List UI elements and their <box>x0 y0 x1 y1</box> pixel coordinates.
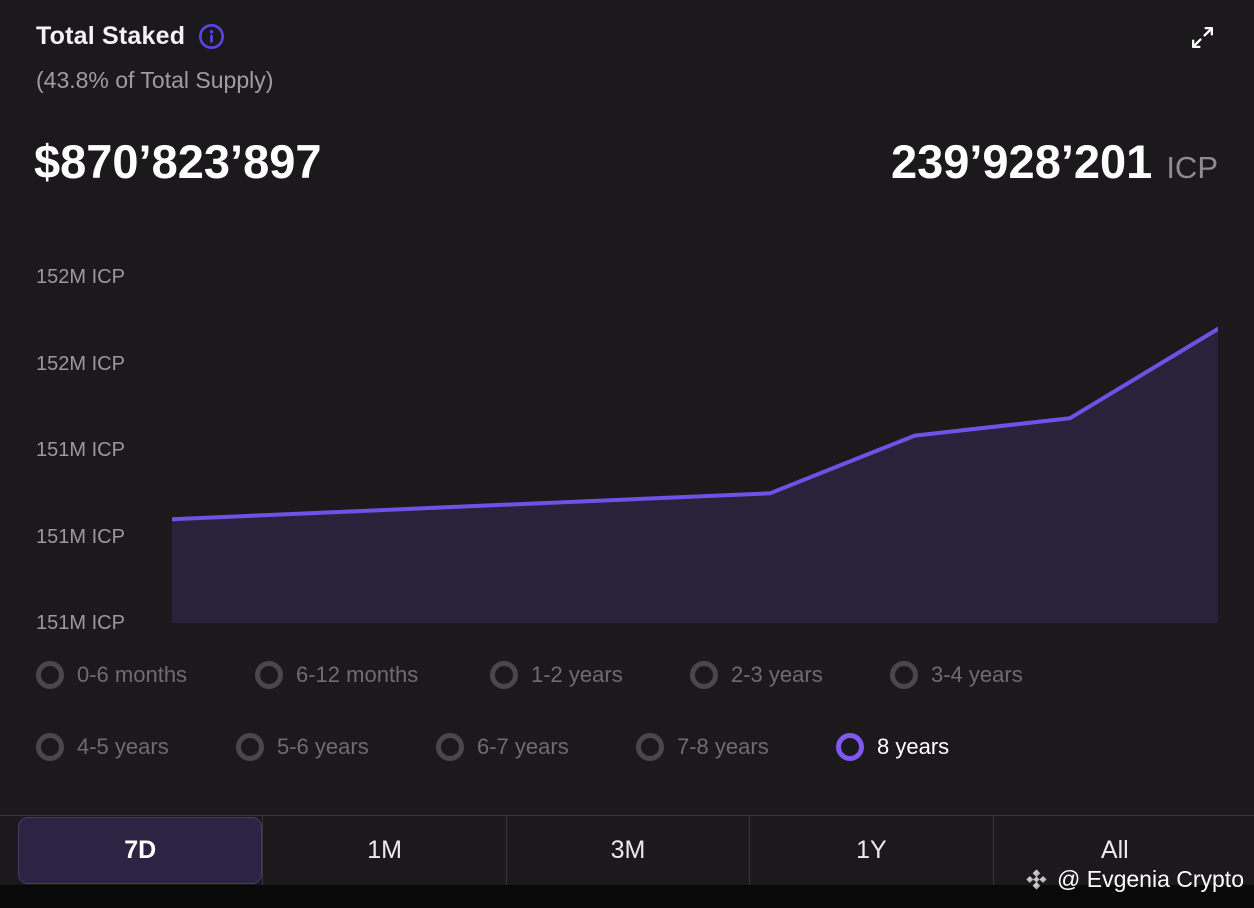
filter-option-label: 6-12 months <box>296 662 419 687</box>
tab-label: 3M <box>610 836 646 864</box>
filter-option-6-12-months[interactable]: 6-12 months <box>255 661 490 689</box>
filter-option-6-7-years[interactable]: 6-7 years <box>436 733 636 761</box>
filter-option-7-8-years[interactable]: 7-8 years <box>636 733 836 761</box>
watermark: @ Evgenia Crypto <box>1025 866 1244 893</box>
filter-option-label: 6-7 years <box>477 734 569 759</box>
icp-unit-label: ICP <box>1166 150 1218 185</box>
chart-line <box>172 326 1218 522</box>
total-staked-icp: 239’928’201 ICP <box>891 134 1218 189</box>
radio-unselected-icon <box>690 661 718 689</box>
radio-unselected-icon <box>236 733 264 761</box>
filter-option-label: 8 years <box>877 734 950 759</box>
y-axis-tick-label: 152M ICP <box>36 352 125 375</box>
diamond-logo-icon <box>1025 868 1048 891</box>
header: Total Staked <box>36 22 225 51</box>
filter-option-3-4-years[interactable]: 3-4 years <box>890 661 1055 689</box>
filter-row-1: 0-6 months 6-12 months 1-2 years 2-3 years 3… <box>36 656 1055 694</box>
filter-option-label: 1-2 years <box>531 662 623 687</box>
tab-label: 1M <box>367 836 402 864</box>
radio-unselected-icon <box>255 661 283 689</box>
tab-label: 1Y <box>856 836 887 864</box>
filter-option-label: 5-6 years <box>277 734 369 759</box>
filter-option-1-2-years[interactable]: 1-2 years <box>490 661 690 689</box>
radio-unselected-icon <box>36 733 64 761</box>
time-range-tabbar: 7D 1M 3M 1Y All <box>0 815 1254 885</box>
filter-option-label: 0-6 months <box>77 662 188 687</box>
info-icon[interactable] <box>198 23 225 50</box>
expand-icon[interactable] <box>1189 24 1216 56</box>
page-title: Total Staked <box>36 22 186 50</box>
radio-selected-icon <box>836 733 864 761</box>
bottom-strip <box>0 885 1254 908</box>
time-range-tab-1m[interactable]: 1M <box>262 816 505 885</box>
filter-option-label: 2-3 years <box>731 662 823 687</box>
time-range-tab-1y[interactable]: 1Y <box>749 816 992 885</box>
y-axis-tick-label: 151M ICP <box>36 612 125 634</box>
watermark-text: @ Evgenia Crypto <box>1057 866 1244 892</box>
radio-unselected-icon <box>36 661 64 689</box>
staked-area-chart[interactable] <box>172 270 1218 623</box>
radio-unselected-icon <box>636 733 664 761</box>
filter-row-2: 4-5 years 5-6 years 6-7 years 7-8 years 8 ye… <box>36 728 1055 766</box>
filter-option-0-6-months[interactable]: 0-6 months <box>36 661 255 689</box>
total-staked-usd-value: $870’823’897 <box>34 135 322 188</box>
filter-option-4-5-years[interactable]: 4-5 years <box>36 733 236 761</box>
y-axis-tick-label: 151M ICP <box>36 439 125 461</box>
filter-option-label: 7-8 years <box>677 734 769 759</box>
total-staked-icp-value: 239’928’201 <box>890 135 1153 188</box>
y-axis-tick-label: 152M ICP <box>36 266 125 288</box>
radio-unselected-icon <box>490 661 518 689</box>
time-range-tab-3m[interactable]: 3M <box>505 816 749 885</box>
filter-option-8-years[interactable]: 8 years <box>836 733 1001 761</box>
tab-label: All <box>1100 836 1129 864</box>
time-range-tab-7d[interactable]: 7D <box>18 817 263 884</box>
filter-option-label: 3-4 years <box>931 662 1023 687</box>
filter-option-5-6-years[interactable]: 5-6 years <box>236 733 436 761</box>
time-range-tab-all[interactable]: All <box>992 816 1236 885</box>
y-axis-tick-label: 151M ICP <box>36 525 125 548</box>
radio-unselected-icon <box>436 733 464 761</box>
filter-option-label: 4-5 years <box>77 734 169 759</box>
filter-option-2-3-years[interactable]: 2-3 years <box>690 661 890 689</box>
supply-percentage-subtitle: (43.8% of Total Supply) <box>36 67 274 93</box>
chart-area-fill <box>172 328 1218 623</box>
tab-label: 7D <box>124 836 157 864</box>
radio-unselected-icon <box>890 661 918 689</box>
dissolve-delay-filters: 0-6 months 6-12 months 1-2 years 2-3 years 3… <box>36 656 1055 766</box>
